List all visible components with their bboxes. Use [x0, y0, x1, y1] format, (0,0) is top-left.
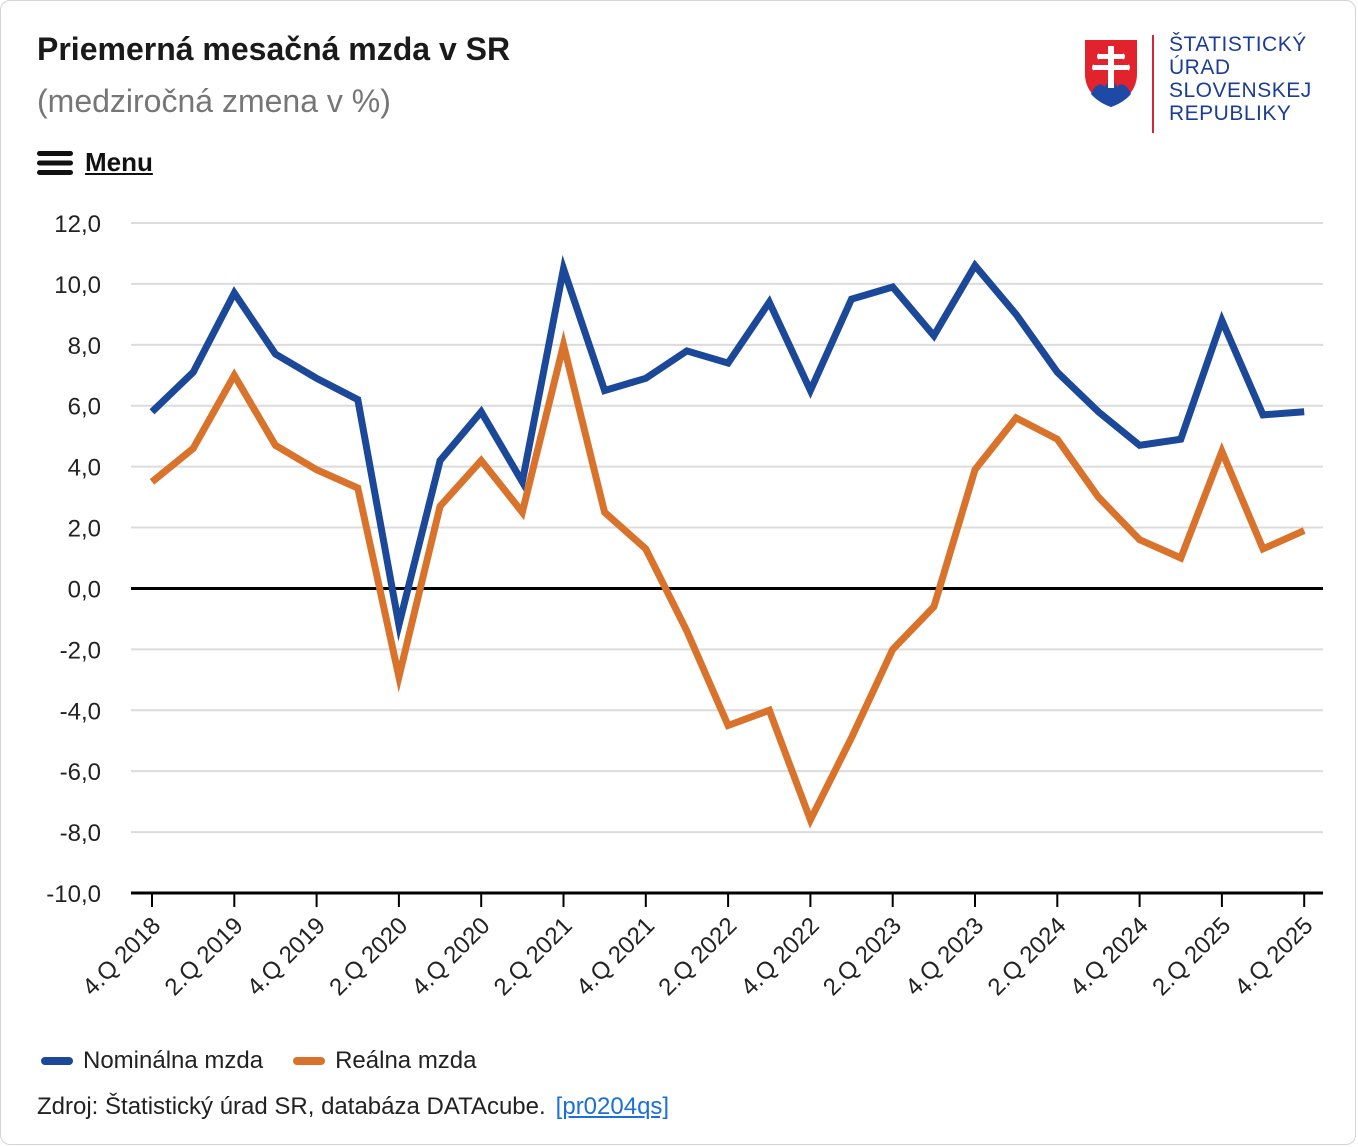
- legend-item-nominal[interactable]: Nominálna mzda: [41, 1047, 263, 1075]
- statistical-office-logo[interactable]: ŠTATISTICKÝ ÚRAD SLOVENSKEJ REPUBLIKY: [1079, 33, 1329, 135]
- y-tick-label: -4,0: [60, 698, 101, 725]
- y-tick-label: 12,0: [54, 211, 101, 238]
- x-tick-label: 4.Q 2019: [242, 912, 331, 1001]
- logo-line: REPUBLIKY: [1169, 102, 1292, 125]
- logo-line: ŠTATISTICKÝ: [1169, 33, 1307, 56]
- y-tick-label: 4,0: [68, 455, 101, 482]
- x-tick-label: 4.Q 2023: [900, 912, 989, 1001]
- chart-subtitle: (medziročná zmena v %): [37, 83, 391, 119]
- x-tick-label: 4.Q 2020: [407, 912, 496, 1001]
- y-tick-label: -6,0: [60, 759, 101, 786]
- y-tick-label: 8,0: [68, 333, 101, 360]
- x-tick-label: 2.Q 2024: [983, 912, 1072, 1001]
- source-text: Zdroj: Štatistický úrad SR, databáza DAT…: [37, 1093, 546, 1120]
- x-tick-label: 2.Q 2022: [653, 912, 742, 1001]
- y-tick-label: -10,0: [46, 881, 101, 908]
- y-tick-label: 0,0: [68, 576, 101, 603]
- logo-divider: [1152, 35, 1154, 133]
- axes: [131, 586, 1323, 907]
- legend-item-real[interactable]: Reálna mzda: [293, 1047, 477, 1075]
- line-chart: 12,0 10,0 8,0 6,0 4,0 2,0 0,0 -2,0 -4,0 -6,0 -8,0 -…: [46, 211, 1323, 1001]
- series-layer: [149, 255, 1306, 829]
- y-tick-label: -2,0: [60, 637, 101, 664]
- logo-line: ÚRAD: [1169, 56, 1231, 79]
- hamburger-icon: [37, 150, 73, 175]
- legend-label-nominal: Nominálna mzda: [83, 1047, 264, 1074]
- logo-text: ŠTATISTICKÝ ÚRAD SLOVENSKEJ REPUBLIKY: [1169, 33, 1312, 125]
- slovak-coat-of-arms-icon: [1085, 40, 1137, 107]
- grid-layer: [131, 222, 1323, 834]
- x-tick-label: 4.Q 2018: [77, 912, 166, 1001]
- legend-swatch-nominal: [41, 1057, 73, 1065]
- x-tick-label: 4.Q 2024: [1065, 912, 1154, 1001]
- chart-legend: Nominálna mzda Reálna mzda: [41, 1047, 507, 1075]
- series-line-nominal: [149, 255, 1305, 642]
- chart-title: Priemerná mesačná mzda v SR: [37, 31, 511, 67]
- x-tick-label: 2.Q 2019: [160, 912, 249, 1001]
- x-tick-label: 4.Q 2025: [1230, 912, 1319, 1001]
- y-tick-label: 6,0: [68, 394, 101, 421]
- x-tick-label: 2.Q 2023: [818, 912, 907, 1001]
- y-axis-labels: 12,0 10,0 8,0 6,0 4,0 2,0 0,0 -2,0 -4,0 -6,0 -8,0 -…: [46, 211, 101, 908]
- menu-label: Menu: [85, 147, 153, 177]
- legend-label-real: Reálna mzda: [335, 1047, 477, 1074]
- series-line-real: [149, 330, 1306, 829]
- y-tick-label: 10,0: [54, 272, 101, 299]
- logo-line: SLOVENSKEJ: [1169, 79, 1312, 102]
- menu-button[interactable]: Menu: [37, 147, 153, 178]
- x-tick-label: 2.Q 2021: [489, 912, 578, 1001]
- x-tick-label: 2.Q 2020: [324, 912, 413, 1001]
- x-tick-label: 2.Q 2025: [1147, 912, 1236, 1001]
- x-tick-label: 4.Q 2021: [571, 912, 660, 1001]
- y-tick-label: 2,0: [68, 516, 101, 543]
- legend-swatch-real: [293, 1057, 326, 1065]
- source-link[interactable]: [pr0204qs]: [555, 1093, 670, 1120]
- x-tick-label: 4.Q 2022: [736, 912, 825, 1001]
- source-note: Zdroj: Štatistický úrad SR, databáza DAT…: [37, 1093, 669, 1121]
- y-tick-label: -8,0: [60, 820, 101, 847]
